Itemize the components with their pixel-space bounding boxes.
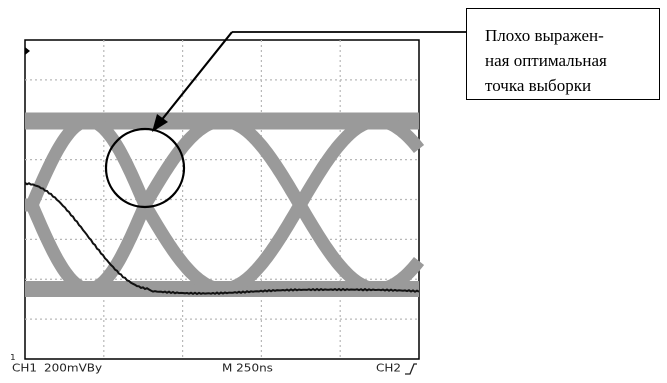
trigger-rising-edge-icon xyxy=(405,363,417,375)
channel1-label: CH1 xyxy=(12,361,38,375)
annotation-line-3: точка выборки xyxy=(485,76,592,95)
annotation-line-1: Плохо выражен- xyxy=(485,26,604,45)
ground-marker: 1 xyxy=(10,353,16,363)
channel2-label: CH2 xyxy=(376,361,402,375)
annotation-line-2: ная оптимальная xyxy=(485,51,607,70)
arrow-head-icon xyxy=(152,114,168,132)
timebase-readout: M 250ns xyxy=(222,361,273,375)
trigger-level-marker-icon xyxy=(25,47,30,55)
sampling-point-circle xyxy=(104,127,186,209)
vertical-scale-readout: 200mVBy xyxy=(44,361,103,375)
single-trace-overlay xyxy=(24,182,420,296)
annotation-box: Плохо выражен- ная оптимальная точка выб… xyxy=(466,8,660,100)
arrow-shaft xyxy=(159,31,233,123)
